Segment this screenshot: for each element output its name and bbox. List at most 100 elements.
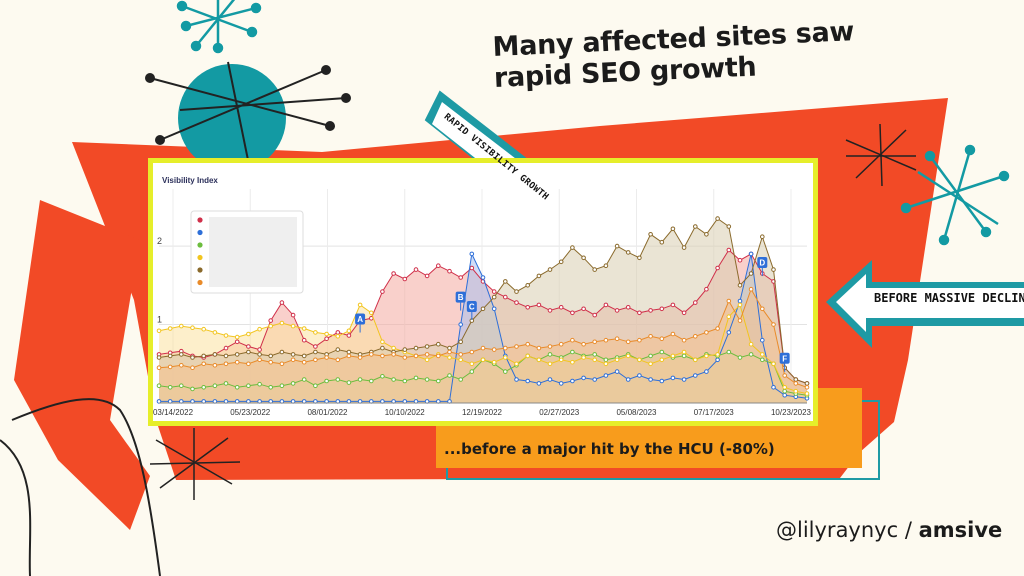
data-point <box>424 344 430 349</box>
y-tick-label: 2 <box>157 236 162 246</box>
data-point <box>234 352 240 357</box>
annotation-label: D <box>759 259 765 268</box>
annotation-label: B <box>458 293 464 302</box>
data-point <box>413 353 419 359</box>
data-point <box>234 334 240 340</box>
data-point <box>268 323 273 329</box>
data-point <box>771 267 776 272</box>
legend-swatch <box>197 267 203 273</box>
data-point <box>246 383 251 388</box>
data-point <box>201 353 207 359</box>
data-point <box>290 357 296 363</box>
data-point <box>380 289 385 294</box>
data-point <box>324 331 329 337</box>
data-point <box>547 267 553 272</box>
data-point <box>313 357 318 363</box>
data-point <box>536 345 542 351</box>
data-point <box>547 361 553 367</box>
data-point <box>480 275 486 280</box>
data-point <box>357 302 363 308</box>
data-point <box>704 232 709 237</box>
data-point <box>402 378 408 384</box>
data-point <box>592 339 598 345</box>
data-point <box>268 353 273 359</box>
data-point <box>536 302 542 308</box>
data-point <box>603 263 609 268</box>
data-point <box>737 302 743 308</box>
data-point <box>625 377 631 382</box>
data-point <box>324 355 329 360</box>
data-point <box>391 377 396 382</box>
data-point <box>715 326 720 331</box>
data-point <box>346 380 352 385</box>
data-point <box>223 361 229 367</box>
data-point <box>257 381 262 387</box>
data-point <box>212 330 218 335</box>
credit-brand: amsive <box>918 518 1003 542</box>
swoosh-line <box>11 398 161 576</box>
credit-handle[interactable]: @lilyraynyc <box>776 518 899 542</box>
legend-swatch <box>197 279 203 286</box>
annotation-flag <box>466 300 477 312</box>
data-point <box>737 283 743 288</box>
data-point <box>681 310 687 316</box>
data-point <box>771 385 776 390</box>
data-point <box>413 267 419 272</box>
data-point <box>190 325 195 330</box>
data-point <box>804 385 810 390</box>
data-point <box>279 383 285 388</box>
data-point <box>335 357 341 363</box>
atomic-star-black <box>145 61 351 161</box>
data-point <box>748 251 754 257</box>
data-point <box>693 334 698 339</box>
data-point <box>190 365 195 370</box>
data-point <box>469 265 475 271</box>
data-point <box>648 308 653 313</box>
annotation-flag <box>355 313 366 325</box>
data-point <box>525 353 531 359</box>
data-point <box>514 289 519 294</box>
data-point <box>659 239 665 245</box>
data-point <box>670 353 676 359</box>
data-point <box>614 243 620 249</box>
data-point <box>581 375 586 381</box>
data-point <box>726 298 732 304</box>
data-point <box>156 355 162 360</box>
data-point <box>603 302 609 308</box>
data-point <box>413 345 419 351</box>
data-point <box>156 383 162 388</box>
data-point <box>212 363 218 368</box>
data-point <box>335 377 341 382</box>
data-point <box>771 322 776 327</box>
data-point <box>313 344 318 349</box>
data-point <box>603 373 609 378</box>
data-point <box>391 271 396 276</box>
data-point <box>603 361 609 367</box>
annotation-label: F <box>782 354 787 363</box>
data-point <box>693 373 698 378</box>
data-point <box>156 365 162 370</box>
data-point <box>771 361 776 367</box>
data-point <box>458 339 464 345</box>
data-point <box>357 355 363 360</box>
data-point <box>201 361 207 367</box>
data-point <box>804 381 810 386</box>
data-point <box>480 357 486 363</box>
data-point <box>357 377 363 382</box>
x-tick-label: 07/17/2023 <box>694 408 735 417</box>
data-point <box>469 349 475 355</box>
data-point <box>581 341 586 347</box>
visibility-chart: 1 2 03/14/2022 05/23/2022 08/01/2022 10/10/20… <box>153 189 812 417</box>
data-point <box>570 359 575 365</box>
data-point <box>391 345 396 351</box>
data-point <box>246 331 251 337</box>
data-point <box>223 381 229 386</box>
data-point <box>659 336 665 341</box>
arrow-decline-inner <box>836 274 1024 332</box>
data-point <box>491 359 497 365</box>
data-point <box>458 275 464 280</box>
data-point <box>704 330 709 335</box>
data-point <box>514 344 519 349</box>
legend-swatch <box>197 254 203 261</box>
data-point <box>369 352 374 357</box>
